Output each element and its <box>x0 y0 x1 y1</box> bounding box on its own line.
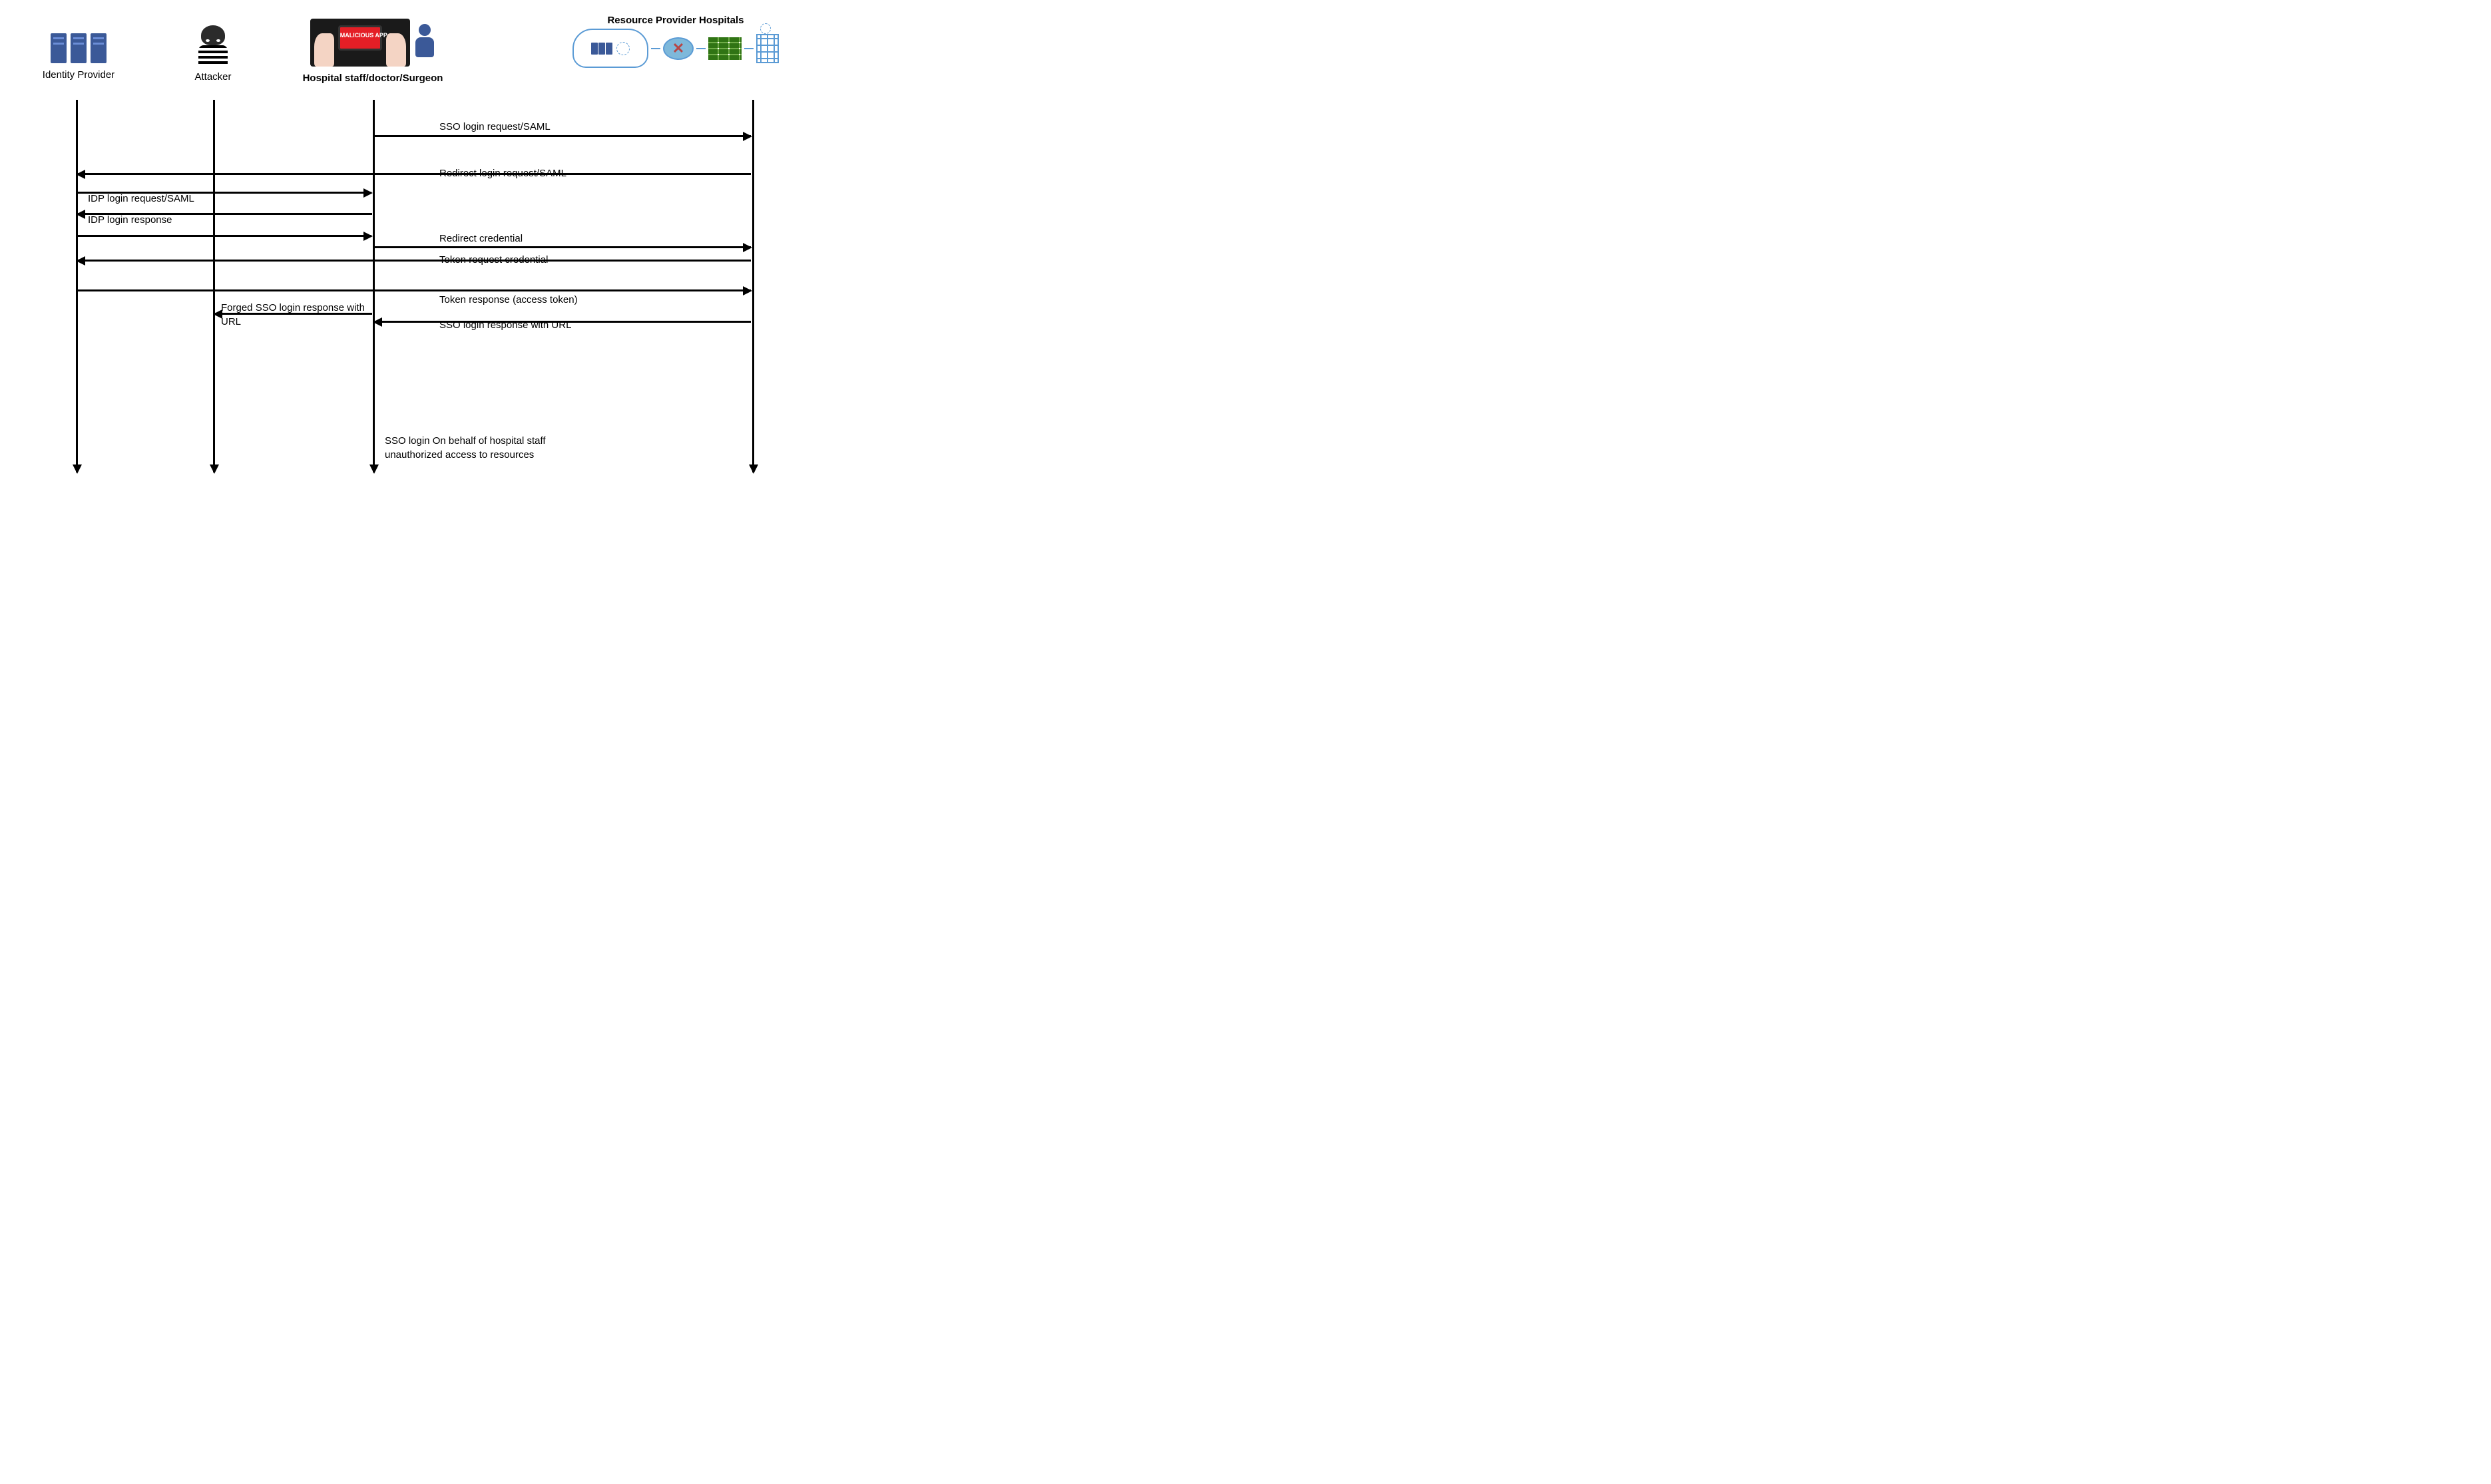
actor-attacker: Attacker <box>186 25 240 83</box>
servers-icon <box>50 33 108 67</box>
network-icons: ✕ <box>572 29 779 68</box>
actor-label-attacker: Attacker <box>186 71 240 83</box>
router-icon: ✕ <box>663 37 694 60</box>
label-token-response: Token response (access token) <box>439 294 578 305</box>
actor-label-idp: Identity Provider <box>39 69 118 81</box>
lifeline-staff <box>373 100 375 472</box>
lifeline-idp <box>76 100 78 472</box>
cloud-icon <box>572 29 648 68</box>
building-icon <box>756 34 779 63</box>
actor-resource-provider: Resource Provider Hospitals ✕ <box>553 15 799 68</box>
label-token-request: Token request credential <box>439 254 548 266</box>
label-sso-login-request: SSO login request/SAML <box>439 121 551 132</box>
final-note-line2: unauthorized access to resources <box>385 449 534 461</box>
phone-screen: MALICIOUS APP <box>338 25 382 51</box>
msg-redirect-login <box>77 173 751 175</box>
final-note-line1: SSO login On behalf of hospital staff <box>385 435 546 447</box>
attacker-icon <box>193 25 233 65</box>
actor-identity-provider: Identity Provider <box>39 33 118 81</box>
msg-redirect-credential <box>373 246 751 248</box>
msg-idp-to-staff-2 <box>77 235 371 237</box>
lifeline-attacker <box>213 100 215 472</box>
label-redirect-login: Redirect login request/SAML <box>439 168 566 179</box>
label-idp-login-response: IDP login response <box>88 214 172 226</box>
firewall-icon <box>708 37 742 60</box>
label-redirect-credential: Redirect credential <box>439 233 523 244</box>
actor-hospital-staff: MALICIOUS APP Hospital staff/doctor/Surg… <box>293 19 453 84</box>
person-icon <box>414 24 435 64</box>
msg-token-request <box>77 260 751 262</box>
label-forged-sso: Forged SSO login response with URL <box>221 301 367 329</box>
msg-sso-login-request <box>373 135 751 137</box>
malicious-app-icon: MALICIOUS APP <box>310 19 410 67</box>
sequence-diagram: Identity Provider Attacker MALICIOUS APP <box>13 13 799 479</box>
label-idp-login-request: IDP login request/SAML <box>88 193 194 204</box>
msg-token-response <box>77 289 751 291</box>
lifeline-rp <box>752 100 754 472</box>
final-note: SSO login On behalf of hospital staff un… <box>385 434 546 462</box>
label-sso-login-response: SSO login response with URL <box>439 319 571 331</box>
actor-label-staff: Hospital staff/doctor/Surgeon <box>293 73 453 84</box>
